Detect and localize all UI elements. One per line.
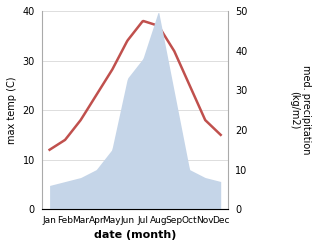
X-axis label: date (month): date (month) <box>94 230 176 240</box>
Y-axis label: max temp (C): max temp (C) <box>7 76 17 144</box>
Y-axis label: med. precipitation
(kg/m2): med. precipitation (kg/m2) <box>289 65 311 155</box>
